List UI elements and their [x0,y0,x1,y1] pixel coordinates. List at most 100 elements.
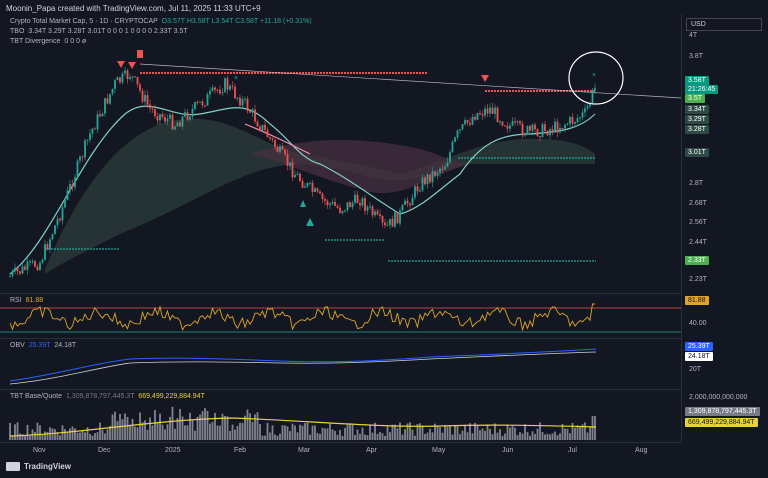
candle-body [321,193,324,200]
volume-bar [406,423,409,440]
volume-bar [251,421,254,440]
tbo-label: TBO [10,28,25,35]
volume-panel[interactable]: TBT Base/Quote 1,309,878,797,445.3T 669,… [0,389,681,442]
volume-bar [469,423,471,440]
candle-body [581,112,584,118]
candle-body [214,87,216,90]
volume-bar [249,413,251,440]
volume-bar [489,428,491,440]
volume-bar [36,422,39,440]
candle-body [256,121,259,127]
volume-bar [181,416,184,440]
volume-bar [376,433,379,440]
volume-bar [221,413,224,440]
candle-body [391,218,394,227]
volume-bar [569,433,571,440]
volume-bar [14,424,16,440]
volume-tick: 2,000,000,000,000 [689,394,748,401]
volume-bar [349,423,351,440]
time-label-aug: Aug [635,447,648,454]
buy-signal-marker [300,200,306,207]
candle-body [101,113,104,117]
tradingview-logo-icon [6,462,20,471]
volume-bar [64,429,66,440]
volume-bar [39,425,41,440]
candle-body [201,101,204,106]
volume-bar [291,423,294,440]
candle-body [591,90,594,103]
candle-body [374,211,376,216]
candle-body [381,216,384,223]
candle-body [339,207,341,213]
volume-bar [386,426,389,440]
obv-legend[interactable]: OBV 25.39T 24.18T [10,342,76,349]
candle-body [174,126,176,130]
candle-body [401,204,404,211]
candle-body [249,110,251,113]
price-chart-canvas[interactable]: × × [0,14,681,292]
volume-bar [424,433,426,440]
obv-panel[interactable]: OBV 25.39T 24.18T [0,338,681,388]
volume-legend[interactable]: TBT Base/Quote 1,309,878,797,445.3T 669,… [10,393,205,400]
candle-body [131,76,134,78]
time-axis[interactable]: Nov Dec 2025 Feb Mar Apr May Jun Jul Aug [0,442,681,458]
volume-bar [279,433,281,440]
volume-bar [114,411,116,440]
candle-body [576,118,579,123]
volume-bar [574,427,576,440]
price-panel[interactable]: × × Crypto Total Market Cap, 5 · 1D · CR… [0,14,681,292]
candle-body [394,212,396,227]
candle-body [276,146,279,152]
candle-body [446,162,449,167]
candle-body [74,177,76,188]
volume-bar [584,422,586,440]
price-scale[interactable]: 4T 3.8T 2.8T 2.68T 2.56T 2.44T 2.23T 3.5… [681,14,768,442]
volume-bar [301,425,304,440]
volume-bar [29,435,31,440]
volume-bar [341,435,344,440]
candle-body [186,112,189,120]
buy-signal-marker-2 [306,218,314,226]
svg-text:×: × [234,75,238,82]
volume-bar [594,416,596,440]
volume-bar [326,428,329,440]
volume-bar [321,427,324,440]
obv-value-2: 24.18T [54,342,77,349]
candle-body [289,162,291,166]
tbo-values: 3.34T 3.29T 3.28T 3.01T 0 0 0 1 0 0 0 0 … [28,28,188,35]
volume-bar [579,426,581,440]
candle-body [536,129,539,137]
divergence-legend[interactable]: TBT Divergence 0 0 0 ø [10,38,86,45]
volume-bar [559,433,561,440]
volume-bar [416,424,419,440]
volume-bar [491,434,494,440]
candle-body [406,200,409,204]
volume-bar [84,432,86,440]
volume-bar [544,434,546,440]
volume-bar [129,424,131,440]
tbo-3-5t-tag: 3.5T [685,94,706,103]
volume-bar [591,416,594,440]
symbol-legend[interactable]: Crypto Total Market Cap, 5 · 1D · CRYPTO… [10,18,312,25]
volume-bar [74,428,76,440]
rsi-panel[interactable]: RSI 81.88 [0,293,681,337]
candle-body [211,87,214,91]
tbo-legend[interactable]: TBO 3.34T 3.29T 3.28T 3.01T 0 0 0 1 0 0 … [10,28,188,35]
volume-bar [281,425,284,440]
tick-2-68t: 2.68T [689,200,707,207]
trend-line [139,63,681,99]
candle-body [444,166,446,170]
candle-body [279,146,281,152]
volume-bar [549,434,551,440]
candle-body [544,124,546,131]
volume-bar [346,424,349,440]
countdown-tag: 21:26:45 [685,85,719,94]
time-label-mar: Mar [298,447,311,454]
currency-button[interactable]: USD [686,18,762,31]
volume-bar [131,418,134,440]
candle-body [531,124,534,131]
rsi-legend[interactable]: RSI 81.88 [10,297,43,304]
divergence-values: 0 0 0 ø [64,38,87,45]
candle-body [181,116,184,127]
candle-body [334,201,336,206]
